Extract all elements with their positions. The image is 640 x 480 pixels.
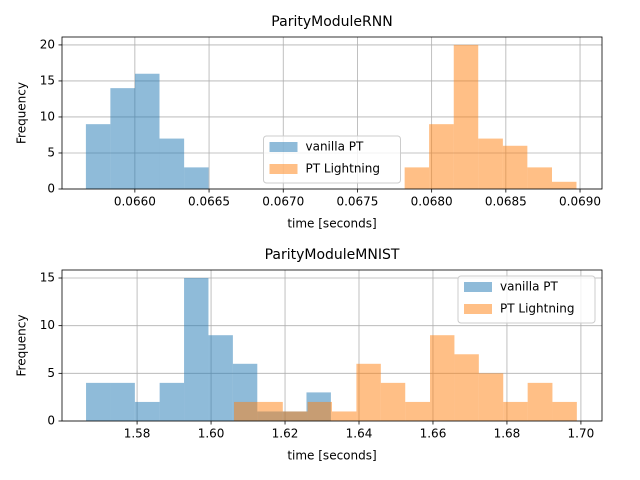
histogram-bar: [307, 401, 332, 421]
chart-title: ParityModuleRNN: [271, 14, 392, 30]
histogram-bar: [502, 145, 528, 189]
x-tick-label: 1.70: [568, 427, 595, 441]
x-tick-label: 0.0680: [411, 195, 453, 209]
x-tick-label: 0.0660: [114, 195, 156, 209]
histogram-bar: [258, 401, 283, 421]
y-tick-label: 0: [47, 414, 55, 428]
y-tick-label: 5: [47, 366, 55, 380]
y-tick-label: 0: [47, 182, 55, 196]
y-tick-label: 10: [40, 318, 55, 332]
y-axis-label: Frequency: [15, 82, 29, 144]
legend-swatch: [269, 164, 298, 174]
histogram-bar: [527, 167, 552, 189]
histogram-bar: [184, 167, 209, 189]
x-tick-label: 0.0665: [188, 195, 230, 209]
x-tick-label: 0.0670: [262, 195, 304, 209]
legend-frame: [457, 275, 596, 324]
legend-swatch: [464, 282, 492, 292]
histogram-bar: [208, 335, 233, 421]
histogram-bar: [453, 44, 479, 190]
histogram-bar: [159, 138, 185, 189]
histogram-bar: [552, 401, 577, 421]
x-tick-label: 0.0690: [559, 195, 601, 209]
legend-label: vanilla PT: [500, 280, 558, 294]
histogram-bar: [478, 373, 504, 421]
x-tick-label: 0.0685: [485, 195, 527, 209]
y-tick-label: 15: [40, 73, 55, 87]
histogram-bar: [551, 181, 577, 189]
x-tick-label: 0.0675: [336, 195, 378, 209]
histogram-bar: [332, 411, 357, 421]
y-axis-label: Frequency: [15, 315, 29, 377]
y-tick-label: 5: [47, 145, 55, 159]
x-tick-label: 1.60: [198, 427, 225, 441]
histogram-bar: [404, 167, 430, 189]
histogram-bar: [110, 382, 135, 421]
legend-frame: [263, 135, 401, 184]
x-tick-label: 1.66: [420, 427, 447, 441]
histogram-bar: [405, 401, 431, 421]
histogram-bar: [503, 401, 528, 421]
legend-swatch: [464, 304, 492, 314]
histogram-bar: [430, 335, 455, 421]
histogram-bar: [282, 411, 308, 421]
subplot: 0.0660 0.0665 0.0670 0.0675 0.0680 0.0685 0.06…: [15, 14, 603, 231]
chart-title: ParityModuleMNIST: [265, 247, 400, 263]
x-tick-label: 1.62: [272, 427, 299, 441]
legend-label: PT Lightning: [500, 302, 575, 316]
y-tick-label: 10: [40, 109, 55, 123]
axes-frame: [61, 269, 603, 422]
histogram-bar: [184, 278, 209, 421]
histogram-bar: [356, 363, 381, 421]
subplot: 1.58 1.60 1.62 1.64 1.66 1.68 1.70 0 5 10 15 Parity…: [15, 247, 603, 463]
x-tick-label: 1.58: [124, 427, 151, 441]
histogram-bar: [454, 354, 479, 421]
histogram-bar: [86, 382, 111, 421]
histogram-bar: [527, 382, 553, 421]
legend-label: vanilla PT: [306, 140, 364, 154]
y-tick-label: 20: [40, 37, 55, 51]
x-tick-label: 1.68: [494, 427, 521, 441]
axes-frame: [61, 36, 603, 190]
y-tick-label: 15: [40, 271, 55, 285]
histogram-bar: [110, 88, 136, 189]
x-axis-label: time [seconds]: [287, 217, 376, 231]
histogram-bar: [85, 124, 111, 189]
histogram-bar: [478, 138, 503, 189]
histogram-bar: [380, 382, 406, 421]
histogram-bar: [135, 73, 160, 189]
legend-label: PT Lightning: [306, 162, 381, 176]
legend-swatch: [269, 142, 298, 152]
histogram-bar: [233, 401, 259, 421]
x-axis-label: time [seconds]: [287, 449, 376, 463]
histogram-bar: [159, 382, 185, 421]
legend: vanilla PT PT Lightning: [457, 275, 596, 324]
histogram-bar: [429, 124, 454, 189]
histogram-bar: [134, 401, 160, 421]
legend: vanilla PT PT Lightning: [263, 135, 401, 184]
x-tick-label: 1.64: [346, 427, 373, 441]
